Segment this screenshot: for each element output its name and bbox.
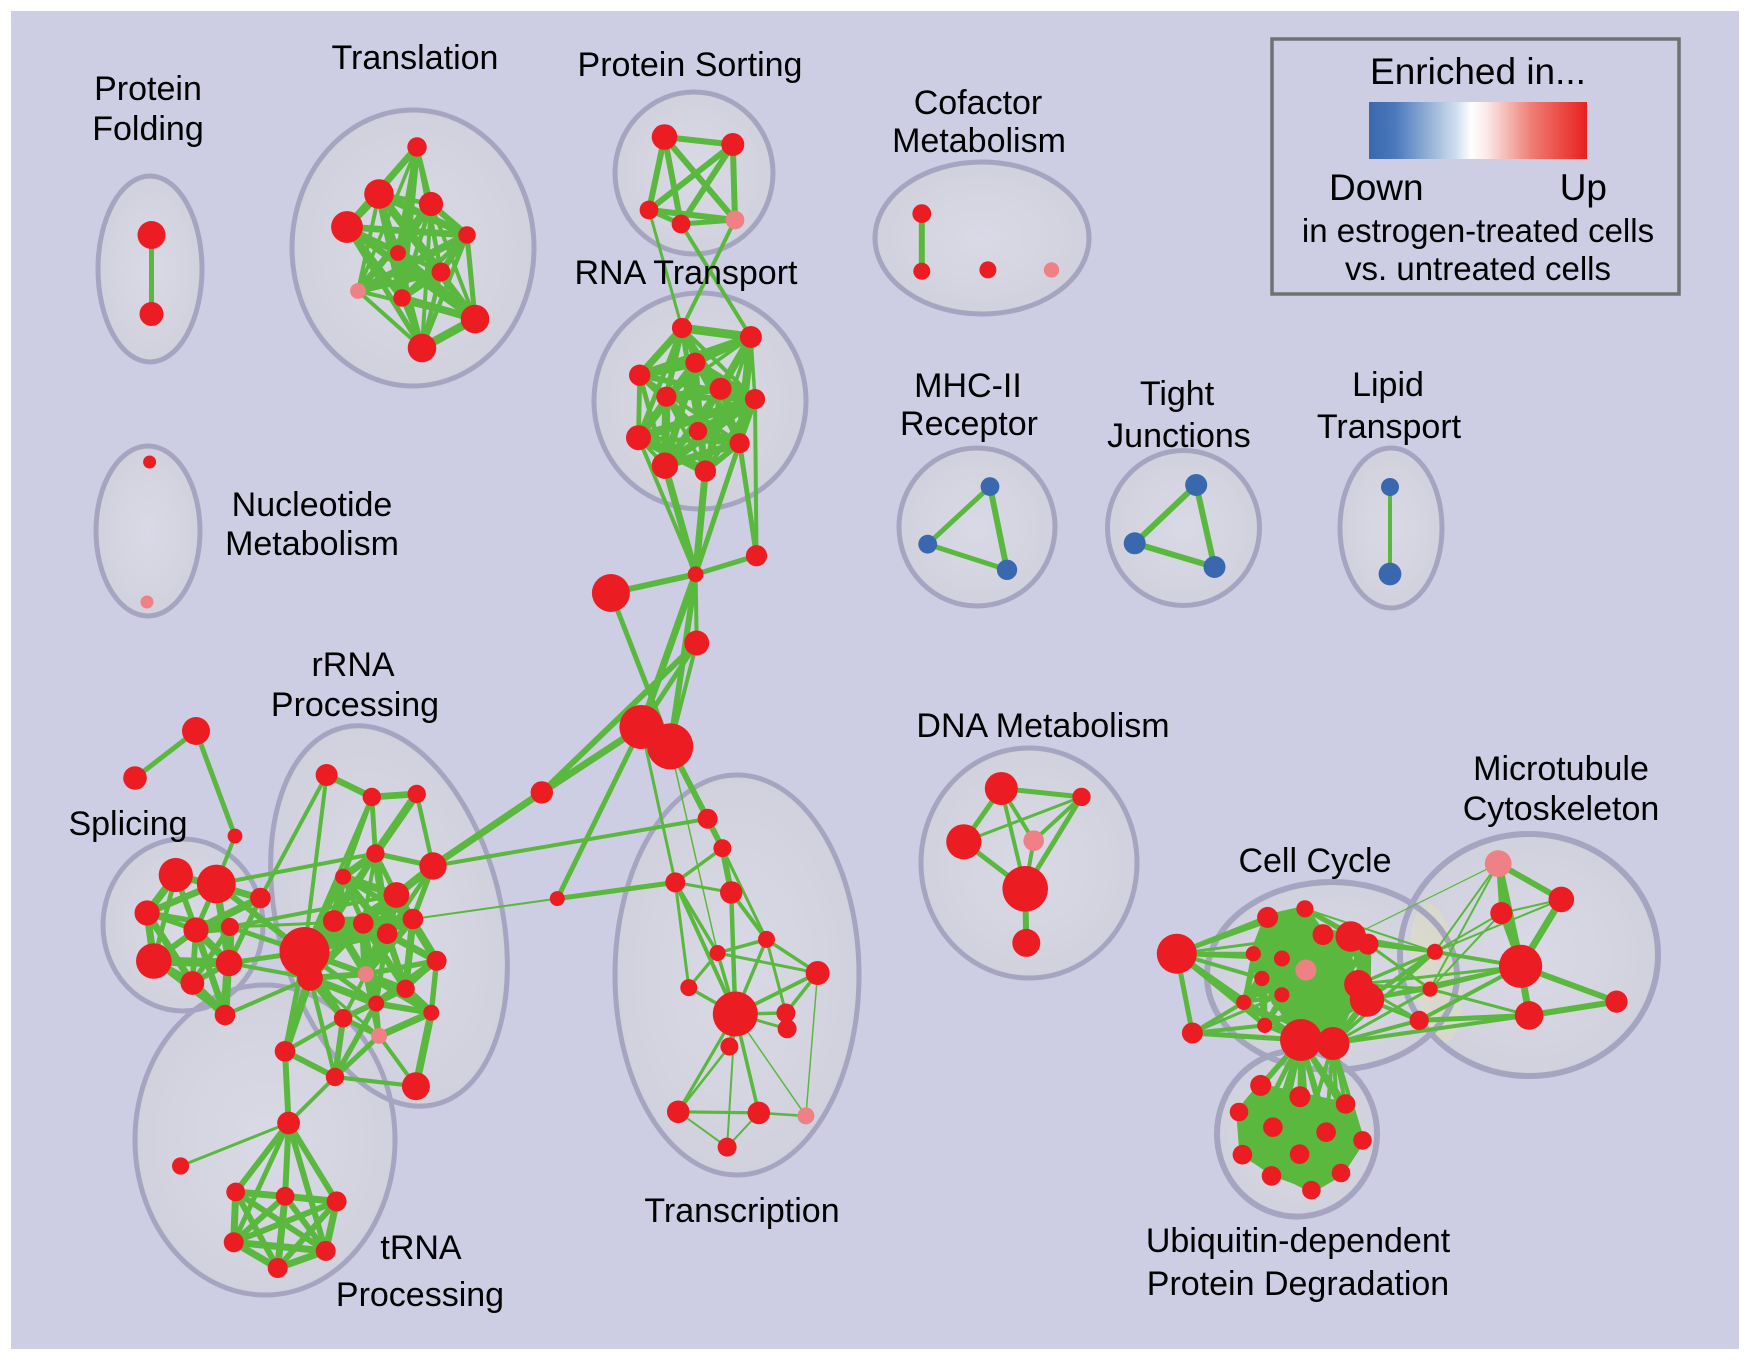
svg-text:Processing: Processing — [271, 686, 439, 724]
svg-text:Ubiquitin-dependent: Ubiquitin-dependent — [1146, 1222, 1451, 1260]
svg-text:RNA Transport: RNA Transport — [575, 254, 799, 292]
svg-text:tRNA: tRNA — [380, 1229, 462, 1267]
svg-text:Up: Up — [1560, 167, 1607, 208]
svg-text:Transcription: Transcription — [644, 1192, 839, 1230]
svg-text:Lipid: Lipid — [1352, 366, 1424, 404]
svg-text:Down: Down — [1329, 167, 1424, 208]
svg-text:Nucleotide: Nucleotide — [232, 486, 393, 524]
svg-text:Metabolism: Metabolism — [892, 122, 1066, 160]
svg-text:Receptor: Receptor — [900, 405, 1038, 443]
svg-text:Protein: Protein — [94, 70, 202, 108]
svg-text:Enriched in...: Enriched in... — [1370, 51, 1586, 92]
svg-text:rRNA: rRNA — [311, 646, 394, 684]
svg-text:Cell Cycle: Cell Cycle — [1238, 842, 1391, 880]
svg-text:DNA Metabolism: DNA Metabolism — [916, 707, 1169, 745]
svg-text:Translation: Translation — [332, 39, 499, 77]
svg-text:Metabolism: Metabolism — [225, 525, 399, 563]
svg-text:Junctions: Junctions — [1107, 417, 1251, 455]
svg-text:in estrogen-treated cells: in estrogen-treated cells — [1302, 212, 1654, 249]
svg-text:vs. untreated cells: vs. untreated cells — [1345, 250, 1611, 287]
svg-text:Protein Sorting: Protein Sorting — [578, 46, 803, 84]
svg-text:Folding: Folding — [92, 110, 204, 148]
svg-text:Protein Degradation: Protein Degradation — [1147, 1265, 1449, 1303]
svg-text:Cytoskeleton: Cytoskeleton — [1463, 790, 1660, 828]
svg-text:Transport: Transport — [1317, 408, 1462, 446]
svg-text:Cofactor: Cofactor — [914, 84, 1043, 122]
svg-text:Processing: Processing — [336, 1276, 504, 1314]
svg-text:MHC-II: MHC-II — [914, 367, 1022, 405]
svg-text:Splicing: Splicing — [68, 805, 187, 843]
svg-text:Tight: Tight — [1140, 375, 1215, 413]
svg-text:Microtubule: Microtubule — [1473, 750, 1649, 788]
